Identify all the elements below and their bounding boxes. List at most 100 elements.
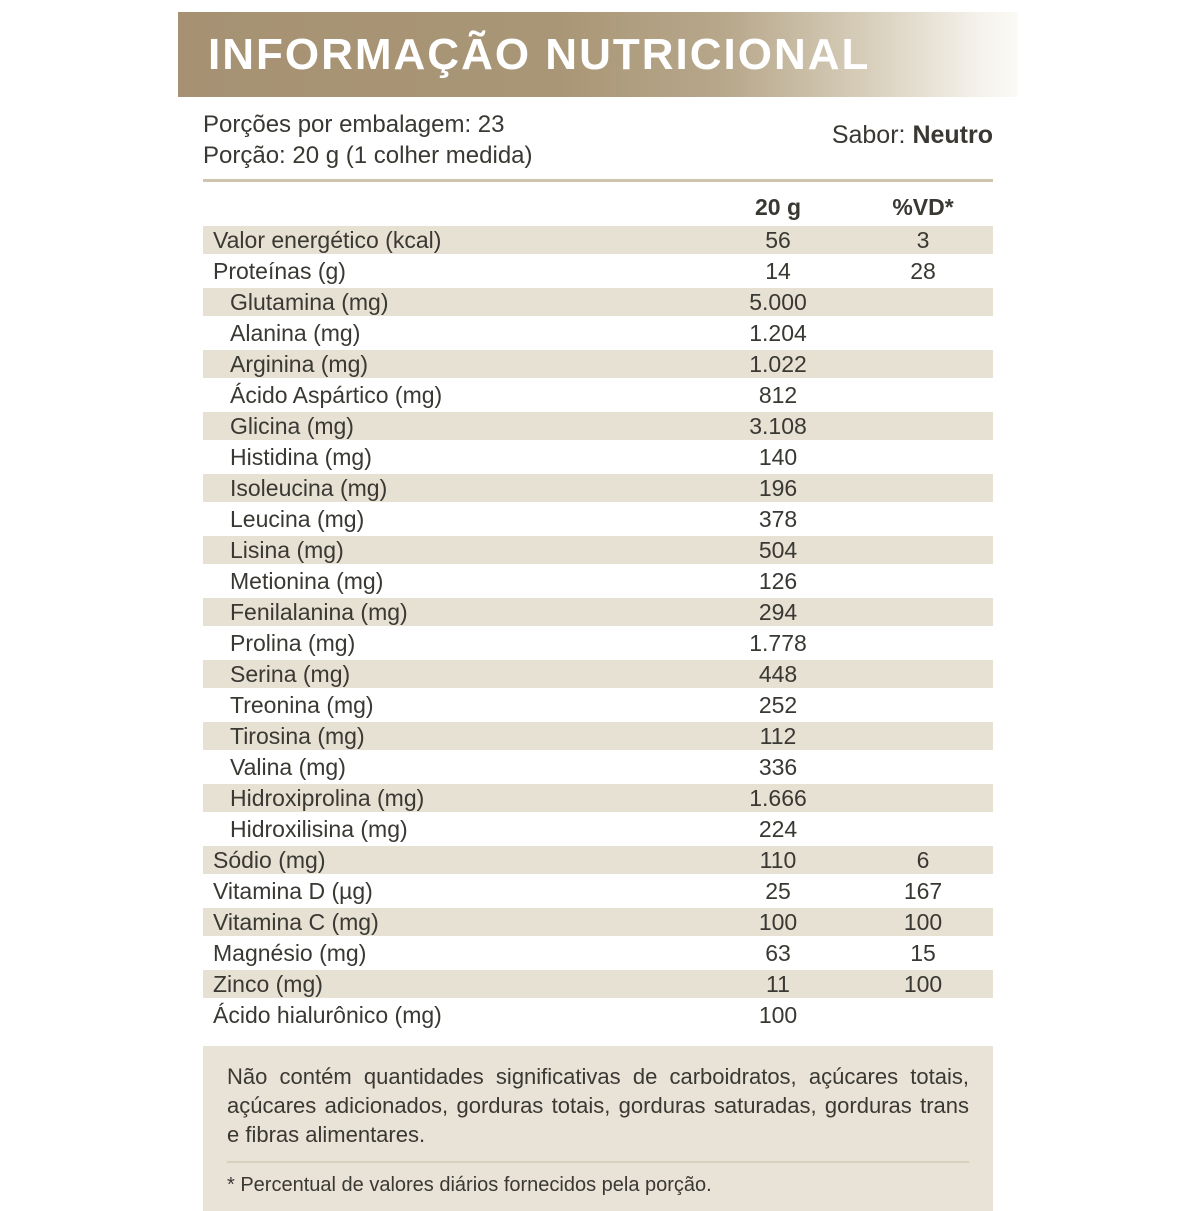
- header-divider: [203, 179, 993, 182]
- nutrient-name: Hidroxiprolina (mg): [230, 785, 425, 811]
- nutrient-name: Arginina (mg): [230, 351, 369, 377]
- table-row: Sódio (mg) 110 6: [203, 846, 993, 874]
- nutrient-name: Serina (mg): [230, 661, 351, 687]
- table-row: Isoleucina (mg) 196: [203, 474, 993, 502]
- nutrient-name: Glutamina (mg): [230, 289, 389, 315]
- nutrient-name: Ácido Aspártico (mg): [230, 382, 443, 408]
- nutrition-label: INFORMAÇÃO NUTRICIONAL Porções por embal…: [178, 0, 1018, 1211]
- nutrient-name: Histidina (mg): [230, 444, 372, 470]
- amount-value: 504: [758, 537, 798, 563]
- amount-value: 224: [758, 816, 798, 842]
- nutrient-name: Metionina (mg): [230, 568, 384, 594]
- daily-value-footnote: * Percentual de valores diários fornecid…: [227, 1174, 712, 1196]
- table-row: Magnésio (mg) 63 15: [203, 939, 993, 967]
- amount-value: 378: [758, 506, 798, 532]
- table-row: Ácido hialurônico (mg) 100: [203, 1001, 993, 1029]
- nutrient-name: Proteínas (g): [213, 258, 346, 284]
- amount-value: 11: [766, 971, 790, 997]
- nutrient-name: Hidroxilisina (mg): [230, 816, 408, 842]
- amount-value: 14: [765, 258, 791, 284]
- nutrition-table: 20 g %VD* Valor energético (kcal) 56 3 P…: [203, 188, 993, 1029]
- nutrient-name: Tirosina (mg): [230, 723, 365, 749]
- nutrient-name: Fenilalanina (mg): [230, 599, 408, 625]
- table-row: Valina (mg) 336: [203, 753, 993, 781]
- nutrient-name: Sódio (mg): [213, 847, 326, 873]
- serving-info: Porções por embalagem: 23 Porção: 20 g (…: [203, 109, 993, 171]
- serving-lines: Porções por embalagem: 23 Porção: 20 g (…: [203, 109, 533, 171]
- dv-value: 100: [903, 909, 943, 935]
- table-row: Glicina (mg) 3.108: [203, 412, 993, 440]
- serving-size: Porção: 20 g (1 colher medida): [203, 142, 533, 169]
- table-row: Leucina (mg) 378: [203, 505, 993, 533]
- amount-value: 100: [758, 909, 798, 935]
- table-row: Arginina (mg) 1.022: [203, 350, 993, 378]
- amount-value: 140: [758, 444, 798, 470]
- nutrient-name: Magnésio (mg): [213, 940, 367, 966]
- footer-divider: [227, 1161, 969, 1163]
- table-row: Tirosina (mg) 112: [203, 722, 993, 750]
- table-row: Hidroxiprolina (mg) 1.666: [203, 784, 993, 812]
- amount-value: 196: [758, 475, 798, 501]
- column-header-dv: %VD*: [892, 193, 954, 220]
- amount-value: 25: [765, 878, 791, 904]
- table-row: Vitamina D (µg) 25 167: [203, 877, 993, 905]
- amount-value: 252: [758, 692, 798, 718]
- table-row: Valor energético (kcal) 56 3: [203, 226, 993, 254]
- table-row: Ácido Aspártico (mg) 812: [203, 381, 993, 409]
- table-row: Fenilalanina (mg) 294: [203, 598, 993, 626]
- amount-value: 5.000: [749, 289, 807, 315]
- amount-value: 1.666: [749, 785, 807, 811]
- amount-value: 812: [758, 382, 798, 408]
- nutrient-name: Isoleucina (mg): [230, 475, 388, 501]
- page-title: INFORMAÇÃO NUTRICIONAL: [208, 29, 871, 79]
- amount-value: 63: [765, 940, 791, 966]
- nutrient-name: Vitamina C (mg): [213, 909, 379, 935]
- amount-value: 1.204: [749, 320, 807, 346]
- table-row: Glutamina (mg) 5.000: [203, 288, 993, 316]
- table-header-row: 20 g %VD*: [203, 188, 993, 226]
- title-banner: INFORMAÇÃO NUTRICIONAL: [178, 12, 1018, 97]
- dv-value: 28: [910, 258, 936, 284]
- amount-value: 110: [759, 847, 797, 873]
- table-row: Histidina (mg) 140: [203, 443, 993, 471]
- flavor: Sabor: Neutro: [832, 121, 993, 150]
- dv-value: 6: [916, 847, 930, 873]
- table-row: Lisina (mg) 504: [203, 536, 993, 564]
- amount-value: 56: [765, 227, 791, 253]
- label-content: Porções por embalagem: 23 Porção: 20 g (…: [178, 109, 1018, 1211]
- table-row: Serina (mg) 448: [203, 660, 993, 688]
- nutrient-name: Leucina (mg): [230, 506, 365, 532]
- amount-value: 1.778: [749, 630, 807, 656]
- nutrient-name: Alanina (mg): [230, 320, 361, 346]
- amount-value: 100: [758, 1002, 798, 1028]
- nutrient-name: Valina (mg): [230, 754, 346, 780]
- flavor-value: Neutro: [912, 121, 993, 149]
- dv-value: 167: [903, 878, 943, 904]
- column-header-amount: 20 g: [754, 193, 802, 220]
- table-row: Alanina (mg) 1.204: [203, 319, 993, 347]
- amount-value: 1.022: [749, 351, 807, 377]
- table-row: Metionina (mg) 126: [203, 567, 993, 595]
- nutrient-name: Vitamina D (µg): [213, 878, 373, 904]
- table-row: Zinco (mg) 11 100: [203, 970, 993, 998]
- amount-value: 3.108: [749, 413, 807, 439]
- dv-value: 15: [910, 940, 936, 966]
- table-row: Vitamina C (mg) 100 100: [203, 908, 993, 936]
- nutrient-name: Treonina (mg): [230, 692, 374, 718]
- nutrient-name: Prolina (mg): [230, 630, 356, 656]
- amount-value: 294: [758, 599, 798, 625]
- amount-value: 126: [758, 568, 798, 594]
- nutrient-name: Valor energético (kcal): [213, 227, 442, 253]
- amount-value: 336: [758, 754, 798, 780]
- amount-value: 112: [759, 723, 797, 749]
- no-significant-amounts-note: Não contém quantidades significativas de…: [227, 1064, 969, 1147]
- footer-box: Não contém quantidades significativas de…: [203, 1046, 993, 1211]
- table-row: Treonina (mg) 252: [203, 691, 993, 719]
- dv-value: 100: [903, 971, 943, 997]
- nutrient-name: Glicina (mg): [230, 413, 354, 439]
- nutrient-name: Ácido hialurônico (mg): [213, 1002, 442, 1028]
- servings-per-package: Porções por embalagem: 23: [203, 111, 505, 138]
- nutrient-name: Zinco (mg): [213, 971, 323, 997]
- table-row: Proteínas (g) 14 28: [203, 257, 993, 285]
- flavor-label: Sabor:: [831, 121, 906, 149]
